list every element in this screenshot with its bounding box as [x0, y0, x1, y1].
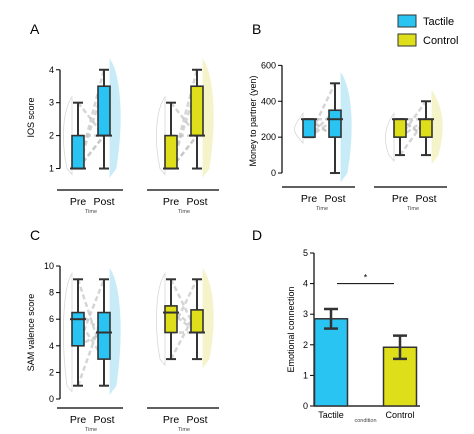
- violin-pre: [156, 271, 166, 367]
- x-axis-label: condition: [354, 418, 376, 424]
- paired-line: [398, 100, 428, 138]
- y-axis-label: Emotional connection: [286, 286, 296, 372]
- violin-post: [340, 71, 352, 183]
- legend-label-tactile: Tactile: [423, 16, 454, 28]
- y-tick-label: 600: [261, 60, 276, 70]
- box: [97, 311, 111, 360]
- box: [190, 309, 204, 334]
- box: [190, 85, 204, 137]
- violin-pre: [293, 111, 304, 145]
- x-category-label: Post: [415, 193, 436, 205]
- box: [71, 311, 85, 347]
- paired-line: [76, 85, 106, 169]
- y-tick-label: 3: [49, 98, 54, 108]
- paired-line: [170, 134, 198, 170]
- box: [302, 118, 316, 138]
- legend-swatch-tactile: [397, 14, 417, 28]
- violin-post: [431, 89, 443, 165]
- paired-line: [77, 134, 105, 170]
- y-tick-label: 6: [49, 314, 54, 324]
- legend-label-control: Control: [423, 35, 458, 47]
- violin-post: [202, 58, 214, 178]
- x-category-label: Pre: [301, 193, 318, 205]
- violin-post: [109, 58, 121, 178]
- x-category-label: Pre: [163, 414, 180, 426]
- y-axis-label: SAM valence score: [26, 294, 36, 372]
- x-axis-label: Time: [178, 427, 190, 433]
- y-tick-label: 2: [303, 340, 308, 350]
- y-tick-label: 4: [49, 65, 54, 75]
- y-tick-label: 0: [303, 401, 308, 411]
- y-axis-label: Money to partner (yen): [248, 75, 258, 166]
- x-axis-label: Time: [85, 427, 97, 433]
- y-tick-label: 10: [44, 261, 54, 271]
- y-tick-label: 2: [49, 131, 54, 141]
- significance-marker: *: [364, 273, 368, 283]
- box: [328, 109, 342, 138]
- paired-line: [170, 305, 198, 334]
- legend: Tactile Control: [397, 14, 458, 47]
- y-tick-label: 0: [49, 394, 54, 404]
- paired-line: [76, 278, 106, 360]
- y-tick-label: 4: [49, 341, 54, 351]
- y-tick-label: 200: [261, 132, 276, 142]
- y-tick-label: 400: [261, 96, 276, 106]
- panel-a-letter: A: [30, 21, 40, 37]
- x-category-label: Control: [385, 410, 414, 420]
- violin-pre: [63, 95, 73, 176]
- violin-post: [202, 267, 214, 369]
- x-category-label: Post: [186, 414, 207, 426]
- box: [164, 305, 178, 334]
- box: [97, 85, 111, 137]
- violin-post: [109, 267, 121, 395]
- x-axis-label: Time: [316, 206, 328, 212]
- y-tick-label: 8: [49, 288, 54, 298]
- box: [393, 118, 407, 138]
- x-category-label: Pre: [70, 196, 87, 208]
- paired-line: [169, 309, 199, 360]
- paired-line: [169, 85, 199, 169]
- x-category-label: Pre: [392, 193, 409, 205]
- x-category-label: Post: [324, 193, 345, 205]
- legend-swatch-control: [397, 33, 417, 47]
- x-axis-label: Time: [85, 209, 97, 215]
- bar: [313, 318, 349, 407]
- panel-d: 0 1 2 3 4 5 Emotional connection Tactile Control…: [286, 248, 420, 424]
- box: [419, 118, 433, 138]
- y-tick-label: 4: [303, 279, 308, 289]
- y-tick-label: 2: [49, 367, 54, 377]
- violin-pre: [156, 95, 166, 176]
- y-tick-label: 5: [303, 248, 308, 258]
- panel-c-letter: C: [30, 227, 40, 243]
- x-category-label: Pre: [70, 414, 87, 426]
- box: [71, 134, 85, 170]
- x-category-label: Tactile: [318, 410, 344, 420]
- panel-b-letter: B: [252, 21, 261, 37]
- x-category-label: Pre: [163, 196, 180, 208]
- paired-line: [308, 109, 336, 139]
- y-tick-label: 1: [303, 370, 308, 380]
- y-tick-label: 0: [271, 168, 276, 178]
- y-axis-label: IOS score: [26, 97, 36, 137]
- panel-d-letter: D: [252, 227, 262, 243]
- violin-pre: [384, 111, 395, 163]
- x-axis-label: Time: [178, 209, 190, 215]
- x-category-label: Post: [186, 196, 207, 208]
- x-category-label: Post: [93, 414, 114, 426]
- y-tick-label: 3: [303, 309, 308, 319]
- violin-pre: [62, 271, 73, 393]
- y-tick-label: 1: [49, 164, 54, 174]
- box: [164, 134, 178, 170]
- x-axis-label: Time: [407, 206, 419, 212]
- x-category-label: Post: [93, 196, 114, 208]
